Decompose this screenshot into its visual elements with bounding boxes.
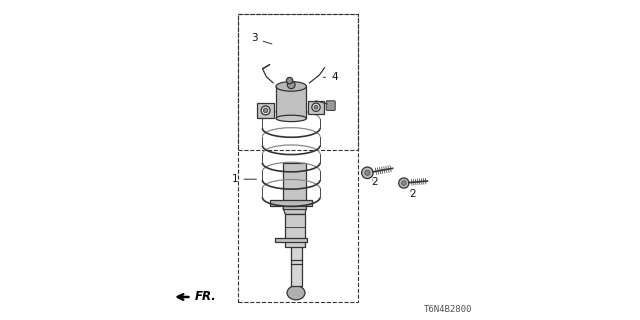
Circle shape (365, 170, 370, 175)
Circle shape (399, 178, 409, 188)
Text: 4: 4 (323, 72, 338, 82)
Circle shape (264, 108, 268, 113)
Bar (283, 163, 306, 209)
FancyBboxPatch shape (326, 101, 335, 110)
Bar (308, 101, 324, 114)
Bar (275, 238, 307, 242)
Ellipse shape (287, 286, 305, 300)
Text: FR.: FR. (195, 291, 217, 303)
Circle shape (362, 167, 373, 179)
Bar (291, 246, 302, 286)
Circle shape (401, 181, 406, 185)
Ellipse shape (276, 82, 307, 91)
Polygon shape (283, 208, 306, 214)
Bar (276, 86, 307, 118)
Circle shape (287, 77, 293, 84)
Text: 3: 3 (251, 33, 272, 44)
Circle shape (261, 106, 270, 115)
Text: 2: 2 (371, 177, 378, 188)
Text: T6N4B2800: T6N4B2800 (424, 305, 472, 314)
Text: 2: 2 (410, 188, 416, 199)
Text: 1: 1 (232, 174, 257, 184)
Circle shape (314, 105, 318, 109)
Ellipse shape (276, 115, 307, 122)
Bar (270, 200, 312, 206)
Circle shape (287, 81, 295, 89)
Bar (239, 14, 358, 302)
Bar (257, 103, 275, 118)
Bar (285, 214, 305, 247)
Circle shape (312, 103, 320, 111)
Bar (239, 14, 358, 150)
